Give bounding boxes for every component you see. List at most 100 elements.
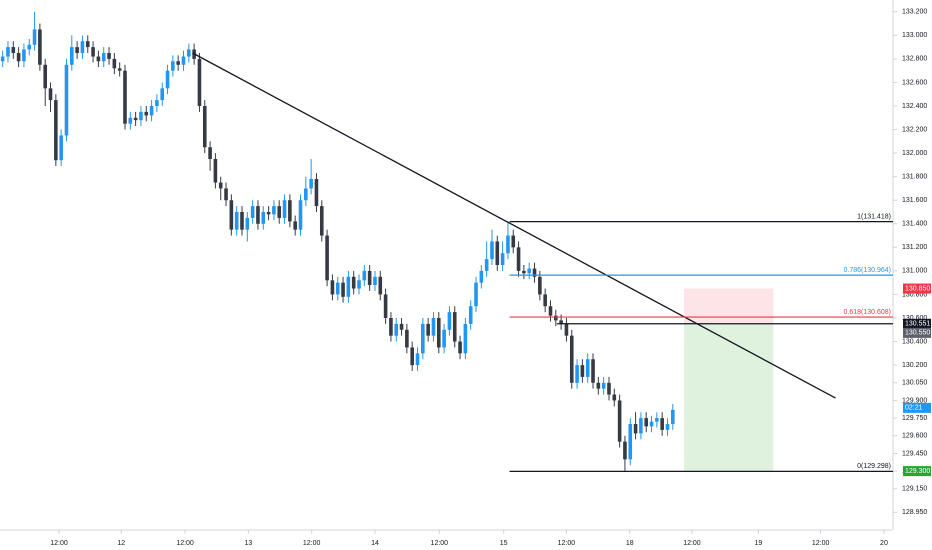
candle-body xyxy=(479,270,484,283)
candle-body xyxy=(261,212,266,224)
x-tick-label: 12:00 xyxy=(683,540,701,547)
candle-body xyxy=(639,418,643,434)
candle-body xyxy=(436,318,441,348)
x-tick-label: 12 xyxy=(117,540,125,547)
y-tick-label: 129.600 xyxy=(902,433,927,440)
y-tick-label: 131.800 xyxy=(902,174,927,181)
x-tick-label: 12:00 xyxy=(431,540,449,547)
candle-body xyxy=(202,106,207,148)
x-tick-label: 20 xyxy=(880,540,888,547)
candle-body xyxy=(144,111,149,116)
candle-body xyxy=(553,315,558,321)
candle-body xyxy=(506,235,510,254)
candle-body xyxy=(245,217,250,230)
candle-body xyxy=(527,268,532,274)
candle-body xyxy=(351,276,356,289)
candle-body xyxy=(671,409,675,424)
candle-body xyxy=(389,318,393,336)
price-marker xyxy=(903,402,931,413)
candle-body xyxy=(38,29,42,65)
candle-body xyxy=(325,235,329,281)
trend-line xyxy=(192,52,836,399)
candle-body xyxy=(181,56,186,65)
x-tick-label: 12:00 xyxy=(812,540,830,547)
candle-body xyxy=(272,206,276,215)
candle-body xyxy=(644,418,649,427)
candle-body xyxy=(282,200,287,218)
candle-body xyxy=(335,282,340,295)
y-tick-label: 129.900 xyxy=(902,397,927,404)
candle-body xyxy=(123,70,127,124)
candle-body xyxy=(277,206,282,218)
candle-body xyxy=(149,106,154,116)
candle-body xyxy=(442,329,446,348)
y-tick-label: 131.200 xyxy=(902,244,927,251)
candle-body xyxy=(394,323,399,336)
x-tick-label: 15 xyxy=(500,540,508,547)
x-tick-label: 14 xyxy=(371,540,379,547)
candle-body xyxy=(357,280,361,289)
candle-body xyxy=(500,253,505,265)
candle-body xyxy=(309,179,313,189)
y-tick-label: 132.400 xyxy=(902,103,927,110)
candle-body xyxy=(293,221,297,230)
y-tick-label: 130.400 xyxy=(902,338,927,345)
candle-body xyxy=(101,53,106,62)
candle-body xyxy=(250,206,255,218)
price-marker-label: 129.300 xyxy=(905,468,930,475)
candle-body xyxy=(176,61,180,65)
x-tick-label: 12:00 xyxy=(303,540,321,547)
x-tick-label: 12:00 xyxy=(50,540,68,547)
candle-body xyxy=(463,323,468,354)
candle-body xyxy=(601,382,606,389)
candle-body xyxy=(240,212,244,230)
candle-body xyxy=(474,282,478,307)
price-marker-label: 130.850 xyxy=(905,285,930,292)
price-marker xyxy=(903,283,931,294)
position-zone xyxy=(683,288,774,324)
candle-body xyxy=(591,359,595,383)
x-tick-label: 12:00 xyxy=(558,540,576,547)
candle-body xyxy=(16,53,21,62)
candle-body xyxy=(490,241,494,260)
candle-body xyxy=(27,44,32,50)
fib-label: 0(129.298) xyxy=(857,463,891,470)
candle-body xyxy=(128,117,133,124)
candle-body xyxy=(288,200,292,222)
candle-body xyxy=(628,424,633,460)
candle-body xyxy=(304,188,308,201)
candle-body xyxy=(298,200,303,230)
candle-body xyxy=(229,200,234,230)
candle-body xyxy=(107,53,111,59)
candle-body xyxy=(447,312,452,330)
candle-body xyxy=(655,418,659,422)
candle-body xyxy=(165,70,170,89)
candle-body xyxy=(160,88,165,101)
price-marker-label: 02:21 xyxy=(905,405,923,412)
candle-body xyxy=(6,47,10,57)
candle-body xyxy=(426,323,430,336)
position-zone xyxy=(683,323,774,472)
candle-body xyxy=(623,441,627,460)
candle-body xyxy=(649,421,654,427)
y-tick-label: 132.000 xyxy=(902,150,927,157)
candle-body xyxy=(665,424,670,430)
candle-body xyxy=(596,382,601,389)
candle-body xyxy=(314,179,319,207)
candle-body xyxy=(266,212,271,215)
y-tick-label: 130.800 xyxy=(902,291,927,298)
y-tick-label: 133.000 xyxy=(902,32,927,39)
candle-body xyxy=(213,159,218,183)
x-tick-label: 12:00 xyxy=(176,540,194,547)
candle-body xyxy=(378,276,383,295)
candle-body xyxy=(187,49,191,57)
candle-body xyxy=(133,117,138,121)
y-tick-label: 131.600 xyxy=(902,197,927,204)
y-tick-label: 131.400 xyxy=(902,221,927,228)
candle-body xyxy=(421,323,425,354)
candle-body xyxy=(155,100,159,106)
candle-body xyxy=(112,58,117,69)
candle-body xyxy=(452,312,457,342)
candle-body xyxy=(548,306,553,316)
candle-body xyxy=(256,206,260,224)
